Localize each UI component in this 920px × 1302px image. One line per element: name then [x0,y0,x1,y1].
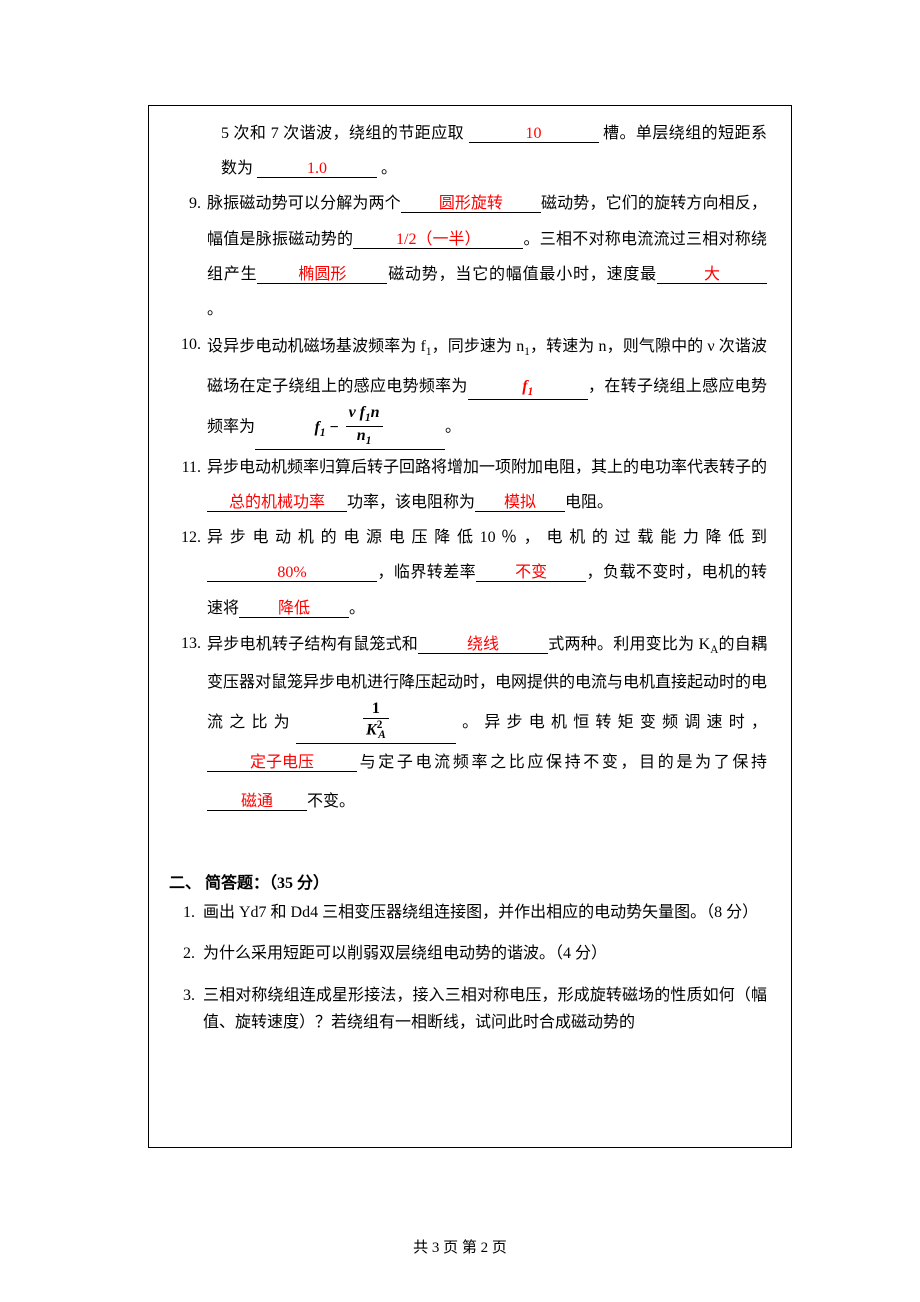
short-answer-list: 1.画出 Yd7 和 Dd4 三相变压器绕组连接图，并作出相应的电动势矢量图。（… [169,899,767,1036]
answer-blank: 椭圆形 [257,267,387,284]
question-item: 3.三相对称绕组连成星形接法，接入三相对称电压，形成旋转磁场的性质如何（幅值、旋… [169,982,767,1036]
text-run: 功率，该电阻称为 [347,494,475,511]
answer-text: 绕线 [467,636,499,653]
answer-blank-formula: f1 − ν f1nn1 [255,407,445,450]
text-run: 与定子电流频率之比应保持不变，目的是为了保持 [357,754,767,771]
answer-blank: 1.0 [257,161,377,178]
text-run: 。异步电机恒转矩变频调速时， [456,714,767,731]
answer-text: 80% [277,564,306,581]
numbered-items: 9.脉振磁动势可以分解为两个圆形旋转磁动势，它们的旋转方向相反，幅值是脉振磁动势… [169,186,767,821]
answer-blank: 不变 [476,565,586,582]
text-run: 。 [381,160,397,177]
text-run: 脉振磁动势可以分解为两个 [207,195,401,212]
item-number: 12. [169,520,207,626]
answer-blank: f1 [468,379,588,399]
answer-text: 磁通 [241,793,273,810]
text-run: 电阻。 [565,494,613,511]
text-run: 异步电机转子结构有鼠笼式和 [207,636,418,653]
answer-text: 降低 [278,600,310,617]
list-item: 12.异 步 电 动 机 的 电 源 电 压 降 低 10 ％ ， 电 机 的 … [169,520,767,626]
item-text: 异步电动机频率归算后转子回路将增加一项附加电阻，其上的电功率代表转子的总的机械功… [207,450,767,520]
text-run: 5 次和 7 次谐波，绕组的节距应取 [221,125,464,142]
answer-blank: 模拟 [475,495,565,512]
answer-blank: 10 [469,126,599,143]
item-number: 11. [169,450,207,520]
item-text: 脉振磁动势可以分解为两个圆形旋转磁动势，它们的旋转方向相反，幅值是脉振磁动势的1… [207,186,767,327]
question-text: 为什么采用短距可以削弱双层绕组电动势的谐波。（4 分） [203,940,767,967]
item-number: 13. [169,626,207,821]
text-run: 。 [207,301,223,318]
answer-blank: 大 [657,267,767,284]
page-content-frame: 5 次和 7 次谐波，绕组的节距应取 10 槽。单层绕组的短距系数为 1.0 。… [148,105,792,1148]
list-item: 10.设异步电动机磁场基波频率为 f1，同步速为 n1，转速为 n，则气隙中的 … [169,327,767,450]
text-run: 磁动势，当它的幅值最小时，速度最 [387,266,657,283]
section-2-title: 二、 简答题：（35 分） [169,869,767,893]
item-number: 9. [169,186,207,327]
answer-blank: 定子电压 [207,755,357,772]
page-footer: 共 3 页 第 2 页 [0,1236,920,1257]
item-number: 10. [169,327,207,450]
answer-text: 大 [704,266,720,283]
answer-blank-formula: 1K2A [296,703,456,745]
answer-text: f1 [522,378,533,395]
text-run: 异步电动机频率归算后转子回路将增加一项附加电阻，其上的电功率代表转子的 [207,459,767,476]
answer-text: 椭圆形 [298,266,346,283]
formula: f1 − ν f1nn1 [315,419,386,436]
answer-blank: 80% [207,565,377,582]
answer-text: 不变 [515,564,547,581]
answer-blank: 1/2（一半） [353,232,523,249]
text-run: ，同步速为 n [431,338,524,355]
question-text: 画出 Yd7 和 Dd4 三相变压器绕组连接图，并作出相应的电动势矢量图。（8 … [203,899,767,926]
answer-text: 总的机械功率 [229,494,325,511]
list-item: 13.异步电机转子结构有鼠笼式和绕线式两种。利用变比为 KA的自耦变压器对鼠笼异… [169,626,767,821]
answer-blank: 磁通 [207,794,307,811]
answer-text: 模拟 [504,494,536,511]
text-run: 不变。 [307,793,355,810]
list-item: 11.异步电动机频率归算后转子回路将增加一项附加电阻，其上的电功率代表转子的总的… [169,450,767,520]
text-run: 异 步 电 动 机 的 电 源 电 压 降 低 10 ％ ， 电 机 的 过 载… [207,529,767,546]
text-run: 设异步电动机磁场基波频率为 f [207,338,426,355]
answer-blank: 圆形旋转 [401,196,541,213]
question-number: 1. [169,899,203,926]
formula: 1K2A [363,701,389,742]
answer-blank: 总的机械功率 [207,495,347,512]
text-run: 。 [349,600,365,617]
question-number: 3. [169,982,203,1036]
answer-text: 1/2（一半） [396,231,480,248]
item-text: 异 步 电 动 机 的 电 源 电 压 降 低 10 ％ ， 电 机 的 过 载… [207,520,767,626]
item-text: 设异步电动机磁场基波频率为 f1，同步速为 n1，转速为 n，则气隙中的 ν 次… [207,327,767,450]
question-item: 1.画出 Yd7 和 Dd4 三相变压器绕组连接图，并作出相应的电动势矢量图。（… [169,899,767,926]
answer-text: 定子电压 [250,754,314,771]
answer-blank: 绕线 [418,637,548,654]
fill-blank-list: 5 次和 7 次谐波，绕组的节距应取 10 槽。单层绕组的短距系数为 1.0 。 [169,116,767,186]
text-run: 。 [445,419,461,436]
question-text: 三相对称绕组连成星形接法，接入三相对称电压，形成旋转磁场的性质如何（幅值、旋转速… [203,982,767,1036]
question-number: 2. [169,940,203,967]
text-run: ，临界转差率 [377,564,476,581]
answer-text: 圆形旋转 [439,195,503,212]
text-run: 式两种。利用变比为 K [548,636,710,653]
answer-blank: 降低 [239,601,349,618]
item-text: 异步电机转子结构有鼠笼式和绕线式两种。利用变比为 KA的自耦变压器对鼠笼异步电机… [207,626,767,821]
item-text: 5 次和 7 次谐波，绕组的节距应取 10 槽。单层绕组的短距系数为 1.0 。 [221,116,767,186]
item-continuation: 5 次和 7 次谐波，绕组的节距应取 10 槽。单层绕组的短距系数为 1.0 。 [169,116,767,186]
list-item: 9.脉振磁动势可以分解为两个圆形旋转磁动势，它们的旋转方向相反，幅值是脉振磁动势… [169,186,767,327]
question-item: 2.为什么采用短距可以削弱双层绕组电动势的谐波。（4 分） [169,940,767,967]
